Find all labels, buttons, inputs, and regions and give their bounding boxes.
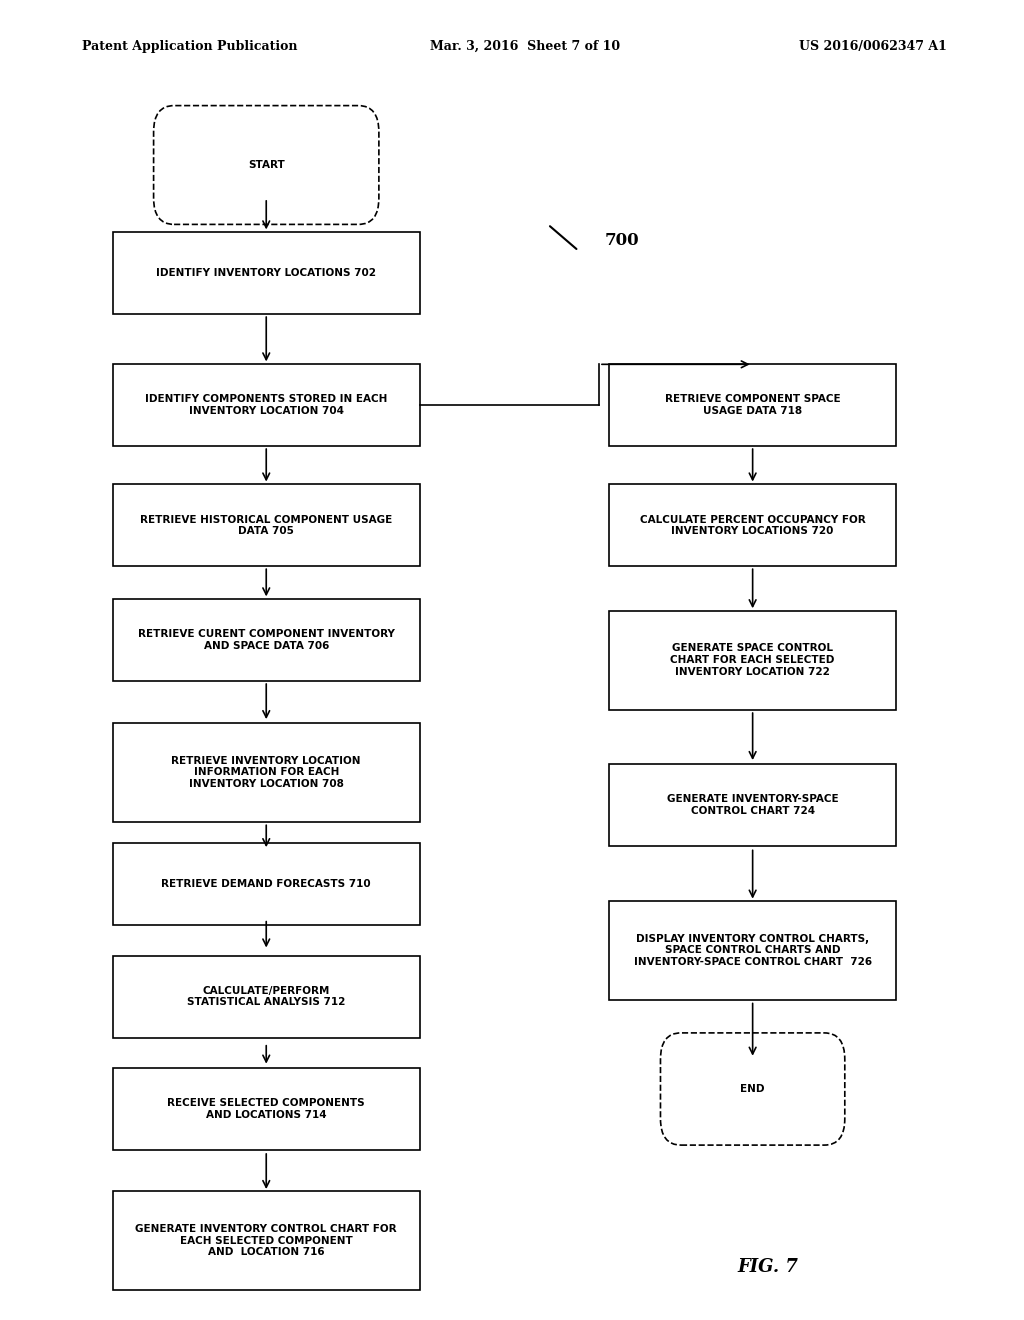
FancyBboxPatch shape bbox=[113, 1191, 420, 1291]
Text: Patent Application Publication: Patent Application Publication bbox=[82, 40, 297, 53]
Text: GENERATE INVENTORY-SPACE
CONTROL CHART 724: GENERATE INVENTORY-SPACE CONTROL CHART 7… bbox=[667, 795, 839, 816]
FancyBboxPatch shape bbox=[113, 232, 420, 314]
Text: US 2016/0062347 A1: US 2016/0062347 A1 bbox=[799, 40, 946, 53]
FancyBboxPatch shape bbox=[113, 599, 420, 681]
FancyBboxPatch shape bbox=[113, 843, 420, 925]
Text: RETRIEVE CURENT COMPONENT INVENTORY
AND SPACE DATA 706: RETRIEVE CURENT COMPONENT INVENTORY AND … bbox=[138, 630, 394, 651]
FancyBboxPatch shape bbox=[113, 484, 420, 566]
Text: RETRIEVE HISTORICAL COMPONENT USAGE
DATA 705: RETRIEVE HISTORICAL COMPONENT USAGE DATA… bbox=[140, 515, 392, 536]
Text: IDENTIFY COMPONENTS STORED IN EACH
INVENTORY LOCATION 704: IDENTIFY COMPONENTS STORED IN EACH INVEN… bbox=[145, 395, 387, 416]
FancyBboxPatch shape bbox=[113, 364, 420, 446]
Text: 700: 700 bbox=[604, 232, 639, 248]
FancyBboxPatch shape bbox=[154, 106, 379, 224]
Text: RETRIEVE DEMAND FORECASTS 710: RETRIEVE DEMAND FORECASTS 710 bbox=[162, 879, 371, 890]
FancyBboxPatch shape bbox=[113, 722, 420, 821]
Text: FIG. 7: FIG. 7 bbox=[737, 1258, 798, 1276]
Text: Mar. 3, 2016  Sheet 7 of 10: Mar. 3, 2016 Sheet 7 of 10 bbox=[430, 40, 621, 53]
Text: RETRIEVE INVENTORY LOCATION
INFORMATION FOR EACH
INVENTORY LOCATION 708: RETRIEVE INVENTORY LOCATION INFORMATION … bbox=[171, 755, 361, 789]
FancyBboxPatch shape bbox=[609, 364, 896, 446]
Text: CALCULATE PERCENT OCCUPANCY FOR
INVENTORY LOCATIONS 720: CALCULATE PERCENT OCCUPANCY FOR INVENTOR… bbox=[640, 515, 865, 536]
FancyBboxPatch shape bbox=[113, 1068, 420, 1150]
Text: DISPLAY INVENTORY CONTROL CHARTS,
SPACE CONTROL CHARTS AND
INVENTORY-SPACE CONTR: DISPLAY INVENTORY CONTROL CHARTS, SPACE … bbox=[634, 933, 871, 968]
Text: IDENTIFY INVENTORY LOCATIONS 702: IDENTIFY INVENTORY LOCATIONS 702 bbox=[157, 268, 376, 279]
FancyBboxPatch shape bbox=[660, 1032, 845, 1144]
Text: GENERATE SPACE CONTROL
CHART FOR EACH SELECTED
INVENTORY LOCATION 722: GENERATE SPACE CONTROL CHART FOR EACH SE… bbox=[671, 643, 835, 677]
Text: CALCULATE/PERFORM
STATISTICAL ANALYSIS 712: CALCULATE/PERFORM STATISTICAL ANALYSIS 7… bbox=[187, 986, 345, 1007]
Text: END: END bbox=[740, 1084, 765, 1094]
FancyBboxPatch shape bbox=[609, 764, 896, 846]
Text: RECEIVE SELECTED COMPONENTS
AND LOCATIONS 714: RECEIVE SELECTED COMPONENTS AND LOCATION… bbox=[168, 1098, 365, 1119]
Text: RETRIEVE COMPONENT SPACE
USAGE DATA 718: RETRIEVE COMPONENT SPACE USAGE DATA 718 bbox=[665, 395, 841, 416]
FancyBboxPatch shape bbox=[609, 900, 896, 1001]
Text: GENERATE INVENTORY CONTROL CHART FOR
EACH SELECTED COMPONENT
AND  LOCATION 716: GENERATE INVENTORY CONTROL CHART FOR EAC… bbox=[135, 1224, 397, 1258]
Text: START: START bbox=[248, 160, 285, 170]
FancyBboxPatch shape bbox=[113, 956, 420, 1038]
FancyBboxPatch shape bbox=[609, 484, 896, 566]
FancyBboxPatch shape bbox=[609, 610, 896, 710]
